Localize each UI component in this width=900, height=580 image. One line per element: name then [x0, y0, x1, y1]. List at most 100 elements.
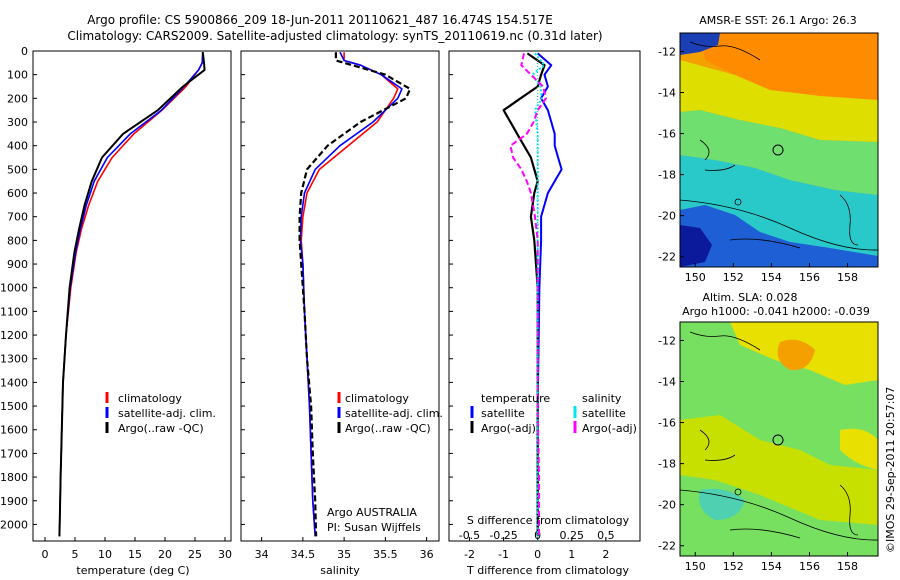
depth-tick-label: 600: [7, 187, 28, 200]
x-tick-label: 30: [218, 548, 232, 561]
difference-legend-temperature: temperature satellite Argo(-adj): [470, 392, 550, 435]
sst-coastline: [679, 41, 879, 251]
depth-tick-label: 900: [7, 258, 28, 271]
sst-map-frame: [679, 32, 879, 268]
sla-argo-position-marker: [772, 434, 784, 446]
diff-series-line-3: [509, 53, 547, 537]
figure-title-line1: Argo profile: CS 5900866_209 18-Jun-2011…: [87, 13, 553, 27]
sla-map-frame: [679, 321, 879, 557]
depth-tick-label: 500: [7, 163, 28, 176]
depth-tick-label: 1000: [0, 282, 28, 295]
x-tick-label: -2: [464, 548, 475, 561]
map-y-tick-label: -18: [658, 169, 676, 182]
map-x-tick-label: 154: [761, 271, 782, 284]
argo-australia-label: Argo AUSTRALIA: [327, 506, 417, 519]
map-y-tick-label: -12: [658, 334, 676, 347]
series-line-1: [58, 52, 204, 537]
difference-legend-salinity: salinity satellite Argo(-adj): [573, 392, 637, 435]
depth-tick-label: 1800: [0, 471, 28, 484]
sla-map-title-line2: Argo h1000: -0.041 h2000: -0.039: [682, 305, 870, 318]
legend-label-argo: Argo(..raw -QC): [345, 422, 431, 435]
series-line-2: [298, 52, 412, 537]
x-tick-label: 34: [255, 548, 269, 561]
legend-label-climatology: climatology: [345, 392, 409, 405]
map-x-tick-label: 156: [799, 560, 820, 573]
depth-tick-label: 1400: [0, 376, 28, 389]
map-x-tick-label: 152: [723, 271, 744, 284]
sst-map: [679, 32, 879, 268]
map-y-tick-label: -14: [658, 87, 676, 100]
x-tick-label: 35: [337, 548, 351, 561]
sla-coastline: [679, 331, 879, 541]
sla-orange-center: [777, 339, 815, 371]
x-tick-label-top: 0.25: [560, 529, 585, 542]
temperature-panel-frame: [32, 50, 232, 542]
legend-title-temperature: temperature: [481, 392, 550, 405]
salinity-xlabel: salinity: [320, 564, 360, 577]
x-tick-label: 20: [158, 548, 172, 561]
difference-xlabel-top: S difference from climatology: [467, 514, 630, 527]
depth-tick-label: 200: [7, 92, 28, 105]
map-y-tick-label: -16: [658, 417, 676, 430]
temperature-legend: climatology satellite-adj. clim. Argo(..…: [105, 392, 216, 435]
depth-tick-label: 1500: [0, 400, 28, 413]
sst-island-marker: [734, 198, 742, 206]
x-tick-label: 10: [98, 548, 112, 561]
sla-yellow-mid: [680, 415, 878, 525]
series-line-0: [58, 52, 204, 537]
depth-tick-label: 1200: [0, 329, 28, 342]
legend-label-s-satellite: satellite: [582, 407, 626, 420]
map-y-tick-label: -20: [658, 499, 676, 512]
depth-tick-label: 0: [21, 45, 28, 58]
legend-title-salinity: salinity: [582, 392, 622, 405]
x-tick-label: 0: [42, 548, 49, 561]
x-tick-label: 5: [72, 548, 79, 561]
figure-title-line2: Climatology: CARS2009. Satellite-adjuste…: [67, 29, 602, 43]
sla-map: [679, 321, 879, 557]
map-x-tick-label: 150: [685, 560, 706, 573]
series-line-2: [58, 52, 206, 537]
depth-tick-label: 100: [7, 69, 28, 82]
sst-green-band: [680, 110, 878, 195]
x-tick-label: 1: [568, 548, 575, 561]
map-x-tick-label: 158: [837, 560, 858, 573]
map-y-tick-label: -16: [658, 128, 676, 141]
salinity-legend: climatology satellite-adj. clim. Argo(..…: [337, 392, 443, 435]
sst-navy-topleft: [680, 33, 720, 55]
difference-xlabel: T difference from climatology: [466, 564, 629, 577]
difference-panel-frame: [448, 50, 641, 542]
imos-timestamp: ©IMOS 29-Sep-2011 20:57:07: [884, 387, 897, 553]
depth-tick-label: 1700: [0, 447, 28, 460]
depth-tick-label: 1900: [0, 495, 28, 508]
sla-island-marker: [734, 488, 742, 496]
map-x-tick-label: 158: [837, 271, 858, 284]
map-y-tick-label: -22: [658, 540, 676, 553]
x-tick-label: -1: [498, 548, 509, 561]
depth-tick-label: 2000: [0, 518, 28, 531]
x-tick-label-top: -0.25: [489, 529, 517, 542]
legend-label-s-argo: Argo(-adj): [582, 422, 637, 435]
depth-tick-label: 1100: [0, 305, 28, 318]
map-y-tick-label: -12: [658, 45, 676, 58]
sla-yellow-patch-right: [840, 428, 878, 470]
depth-tick-label: 300: [7, 116, 28, 129]
legend-label-argo: Argo(..raw -QC): [118, 422, 204, 435]
map-y-tick-label: -20: [658, 210, 676, 223]
x-tick-label: 35.5: [373, 548, 398, 561]
x-tick-label: 25: [188, 548, 202, 561]
map-y-tick-label: -18: [658, 458, 676, 471]
x-tick-label: 36: [420, 548, 434, 561]
depth-tick-label: 800: [7, 234, 28, 247]
x-tick-label: 15: [128, 548, 142, 561]
x-tick-label: 0: [534, 548, 541, 561]
x-tick-label-top: -0.5: [459, 529, 480, 542]
series-line-0: [300, 52, 399, 537]
sst-warm-orange-band: [700, 33, 878, 100]
map-x-tick-label: 152: [723, 560, 744, 573]
pi-name-label: PI: Susan Wijffels: [327, 521, 421, 534]
sst-argo-position-marker: [772, 144, 784, 156]
map-x-tick-label: 156: [799, 271, 820, 284]
sst-blue-band: [680, 205, 878, 267]
map-y-tick-label: -22: [658, 251, 676, 264]
series-line-1: [299, 51, 403, 537]
